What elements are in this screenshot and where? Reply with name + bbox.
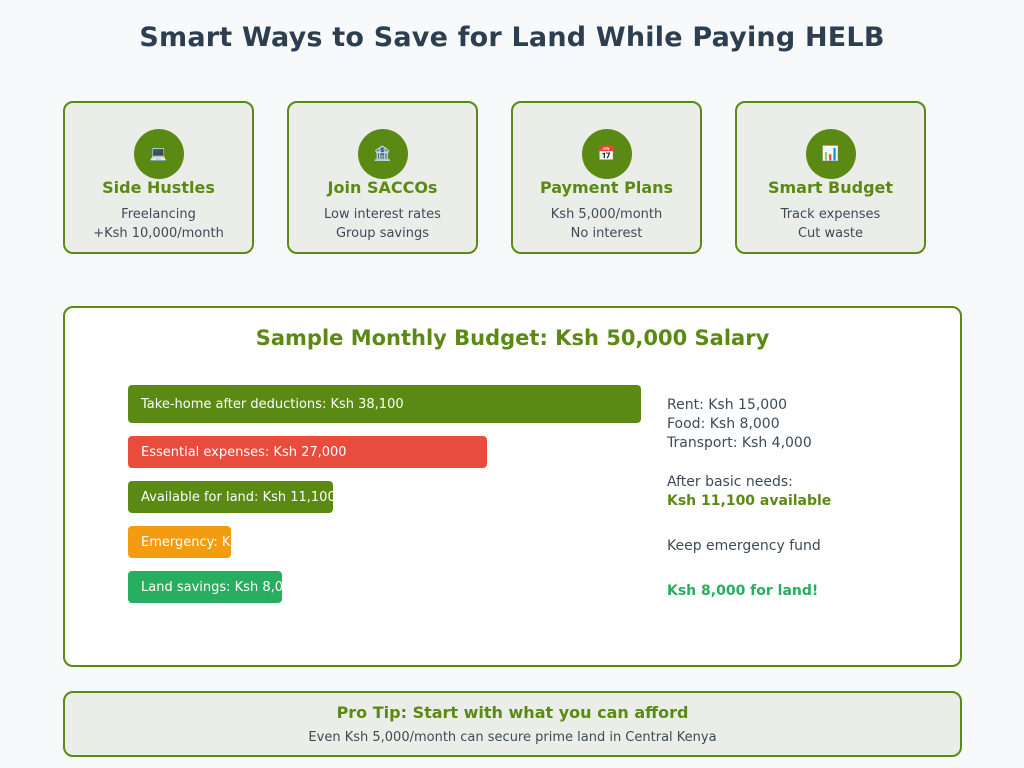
note-after-basic: After basic needs: — [667, 474, 793, 490]
bar-emergency: Emergency: Ksh 3,100 — [128, 526, 231, 558]
card-join-saccos: 🏦 Join SACCOs Low interest rates Group s… — [287, 101, 478, 254]
note-available: Ksh 11,100 available — [667, 493, 832, 509]
tip-text: Even Ksh 5,000/month can secure prime la… — [308, 730, 717, 745]
note-transport: Transport: Ksh 4,000 — [667, 435, 812, 451]
card-line: Freelancing — [121, 207, 196, 222]
bar-land-savings: Land savings: Ksh 8,000 — [128, 571, 282, 603]
budget-panel: Sample Monthly Budget: Ksh 50,000 Salary… — [63, 306, 962, 667]
card-title: Payment Plans — [539, 178, 674, 197]
card-line: Cut waste — [797, 226, 863, 241]
laptop-icon: 💻 — [133, 129, 184, 179]
card-title: Smart Budget — [767, 178, 894, 197]
note-emergency: Keep emergency fund — [667, 538, 821, 554]
bar-chart-icon: 📊 — [805, 129, 856, 179]
bar-take-home: Take-home after deductions: Ksh 38,100 — [128, 385, 641, 423]
card-line: Group savings — [335, 226, 430, 241]
note-land: Ksh 8,000 for land! — [667, 583, 819, 599]
bar-available-for-land: Available for land: Ksh 11,100 — [128, 481, 333, 513]
card-line: Low interest rates — [324, 207, 441, 222]
card-smart-budget: 📊 Smart Budget Track expenses Cut waste — [735, 101, 926, 254]
card-title: Side Hustles — [102, 178, 215, 197]
budget-title: Sample Monthly Budget: Ksh 50,000 Salary — [255, 326, 770, 350]
card-title: Join SACCOs — [327, 178, 438, 197]
page-title: Smart Ways to Save for Land While Paying… — [139, 22, 885, 53]
card-line: +Ksh 10,000/month — [93, 226, 224, 241]
card-line: Ksh 5,000/month — [550, 207, 663, 222]
card-side-hustles: 💻 Side Hustles Freelancing +Ksh 10,000/m… — [63, 101, 254, 254]
calendar-icon: 📅 — [581, 129, 632, 179]
bar-essential-expenses: Essential expenses: Ksh 27,000 — [128, 436, 487, 468]
pro-tip-box: Pro Tip: Start with what you can afford … — [63, 691, 962, 757]
note-rent: Rent: Ksh 15,000 — [667, 397, 788, 413]
card-line: No interest — [570, 226, 643, 241]
tip-title: Pro Tip: Start with what you can afford — [336, 703, 689, 722]
card-payment-plans: 📅 Payment Plans Ksh 5,000/month No inter… — [511, 101, 702, 254]
bank-icon: 🏦 — [357, 129, 408, 179]
card-line: Track expenses — [780, 207, 881, 222]
note-food: Food: Ksh 8,000 — [667, 416, 780, 432]
